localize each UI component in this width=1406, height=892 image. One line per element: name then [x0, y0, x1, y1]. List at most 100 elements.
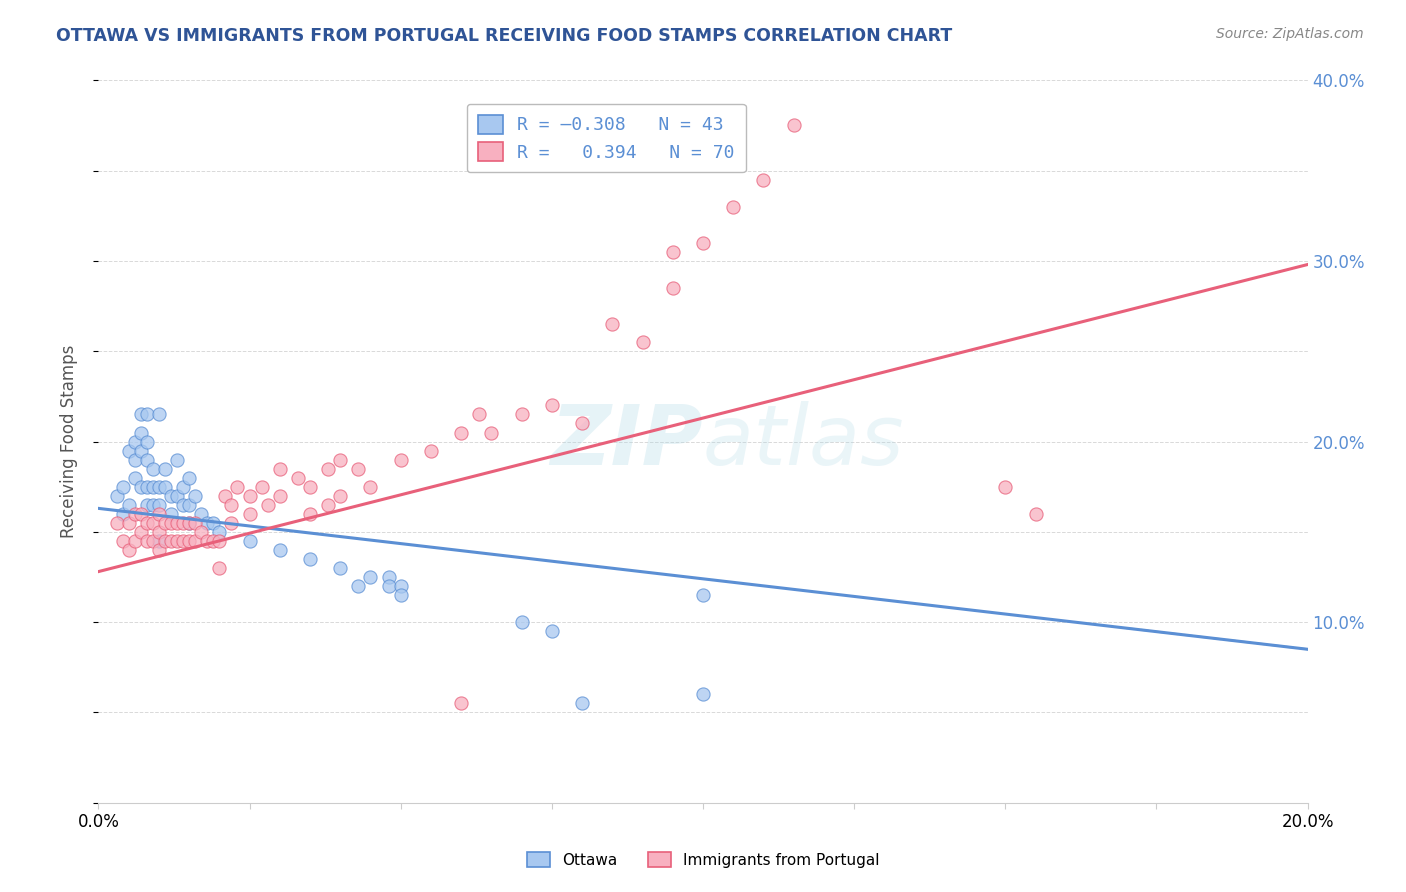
- Point: [166, 489, 188, 503]
- Legend: R = –0.308   N = 43, R =   0.394   N = 70: R = –0.308 N = 43, R = 0.394 N = 70: [467, 103, 745, 172]
- Point: [105, 489, 128, 503]
- Point: [226, 480, 249, 494]
- Point: [360, 570, 382, 584]
- Point: [135, 480, 157, 494]
- Point: [111, 533, 134, 548]
- Point: [208, 533, 231, 548]
- Point: [450, 425, 472, 440]
- Point: [190, 507, 212, 521]
- Point: [269, 542, 291, 557]
- Point: [118, 516, 141, 530]
- Text: OTTAWA VS IMMIGRANTS FROM PORTUGAL RECEIVING FOOD STAMPS CORRELATION CHART: OTTAWA VS IMMIGRANTS FROM PORTUGAL RECEI…: [56, 27, 952, 45]
- Point: [540, 624, 562, 639]
- Point: [256, 498, 278, 512]
- Point: [124, 434, 146, 449]
- Point: [179, 516, 201, 530]
- Point: [250, 480, 273, 494]
- Point: [571, 417, 593, 431]
- Point: [160, 507, 183, 521]
- Point: [129, 480, 152, 494]
- Point: [124, 471, 146, 485]
- Point: [692, 588, 714, 602]
- Point: [602, 317, 624, 331]
- Point: [135, 533, 157, 548]
- Point: [148, 480, 170, 494]
- Point: [148, 408, 170, 422]
- Point: [692, 235, 714, 250]
- Point: [752, 172, 775, 186]
- Point: [783, 119, 806, 133]
- Point: [160, 533, 183, 548]
- Point: [377, 570, 399, 584]
- Point: [208, 561, 231, 575]
- Point: [135, 452, 157, 467]
- Point: [299, 507, 322, 521]
- Point: [329, 561, 352, 575]
- Point: [135, 516, 157, 530]
- Point: [377, 579, 399, 593]
- Point: [239, 489, 262, 503]
- Point: [214, 489, 236, 503]
- Point: [195, 516, 218, 530]
- Point: [142, 533, 165, 548]
- Point: [450, 697, 472, 711]
- Point: [179, 533, 201, 548]
- Point: [316, 461, 339, 475]
- Point: [118, 443, 141, 458]
- Point: [239, 533, 262, 548]
- Point: [269, 461, 291, 475]
- Point: [184, 533, 207, 548]
- Point: [124, 452, 146, 467]
- Point: [166, 452, 188, 467]
- Point: [153, 533, 176, 548]
- Point: [389, 579, 412, 593]
- Point: [299, 480, 322, 494]
- Point: [195, 533, 218, 548]
- Point: [1024, 507, 1046, 521]
- Point: [389, 452, 412, 467]
- Point: [118, 498, 141, 512]
- Point: [105, 516, 128, 530]
- Point: [142, 516, 165, 530]
- Point: [299, 552, 322, 566]
- Point: [202, 516, 225, 530]
- Point: [316, 498, 339, 512]
- Point: [571, 697, 593, 711]
- Point: [179, 516, 201, 530]
- Point: [184, 516, 207, 530]
- Point: [723, 200, 745, 214]
- Point: [172, 533, 194, 548]
- Point: [540, 398, 562, 412]
- Point: [179, 498, 201, 512]
- Point: [129, 408, 152, 422]
- Point: [148, 542, 170, 557]
- Point: [111, 507, 134, 521]
- Point: [166, 516, 188, 530]
- Point: [135, 434, 157, 449]
- Point: [389, 588, 412, 602]
- Legend: Ottawa, Immigrants from Portugal: Ottawa, Immigrants from Portugal: [519, 844, 887, 875]
- Point: [124, 507, 146, 521]
- Point: [111, 480, 134, 494]
- Point: [184, 489, 207, 503]
- Point: [420, 443, 443, 458]
- Point: [148, 507, 170, 521]
- Point: [661, 244, 683, 259]
- Point: [468, 408, 491, 422]
- Point: [329, 489, 352, 503]
- Point: [160, 516, 183, 530]
- Point: [124, 533, 146, 548]
- Text: ZIP: ZIP: [550, 401, 703, 482]
- Point: [510, 408, 533, 422]
- Point: [221, 498, 243, 512]
- Point: [153, 516, 176, 530]
- Text: atlas: atlas: [703, 401, 904, 482]
- Point: [329, 452, 352, 467]
- Point: [190, 524, 212, 539]
- Point: [129, 524, 152, 539]
- Point: [135, 408, 157, 422]
- Point: [160, 489, 183, 503]
- Point: [166, 533, 188, 548]
- Point: [129, 507, 152, 521]
- Point: [142, 461, 165, 475]
